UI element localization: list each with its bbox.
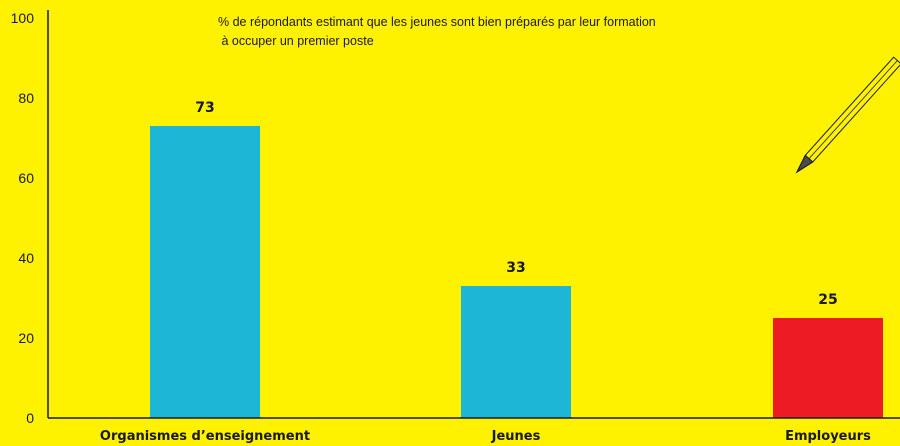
bar-value-label: 33 bbox=[506, 260, 525, 276]
y-tick-label: 60 bbox=[18, 170, 34, 186]
bar-value-label: 25 bbox=[818, 292, 837, 308]
bar bbox=[150, 126, 260, 418]
bar bbox=[461, 286, 571, 418]
category-label: Jeunes bbox=[491, 429, 541, 444]
y-tick-label: 80 bbox=[18, 90, 34, 106]
chart-title-line-2: à occuper un premier poste bbox=[218, 34, 374, 48]
category-labels: Organismes d’enseignement Jeunes Employeur… bbox=[100, 429, 871, 444]
pencil-arrow-decoration bbox=[795, 56, 900, 174]
category-label: Employeurs bbox=[785, 429, 871, 444]
bar-value-label: 73 bbox=[195, 100, 214, 116]
y-tick-label: 20 bbox=[18, 330, 34, 346]
bar bbox=[773, 318, 883, 418]
bars bbox=[150, 126, 883, 418]
y-axis-ticks: 0 20 40 60 80 100 bbox=[11, 10, 35, 426]
y-tick-label: 0 bbox=[26, 410, 34, 426]
y-tick-label: 40 bbox=[18, 250, 34, 266]
category-label: Organismes d’enseignement bbox=[100, 429, 310, 444]
value-labels: 73 33 25 bbox=[195, 100, 837, 308]
chart-title-line-1: % de répondants estimant que les jeunes … bbox=[218, 15, 656, 29]
y-tick-label: 100 bbox=[11, 10, 35, 26]
chart-title: % de répondants estimant que les jeunes … bbox=[218, 15, 656, 48]
